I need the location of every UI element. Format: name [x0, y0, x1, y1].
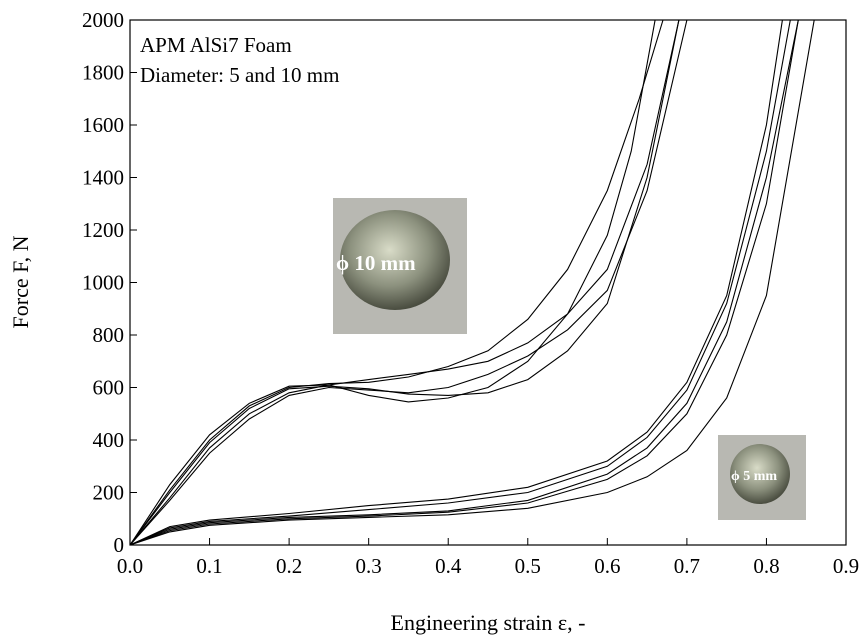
y-tick-label: 1200 — [82, 218, 124, 242]
curve — [129, 19, 688, 546]
curve — [129, 19, 680, 546]
y-axis-label: Force F, N — [8, 235, 33, 328]
curve — [129, 19, 815, 546]
photo-5mm — [718, 435, 806, 520]
y-tick-label: 400 — [93, 428, 125, 452]
curve — [129, 19, 656, 546]
y-tick-label: 800 — [93, 323, 125, 347]
x-tick-label: 0.3 — [356, 554, 382, 578]
annotation: ϕ 5 mm — [731, 469, 777, 484]
x-tick-label: 0.4 — [435, 554, 462, 578]
curve — [129, 19, 664, 546]
y-tick-label: 0 — [114, 533, 125, 557]
x-axis-label: Engineering strain ε, - — [391, 610, 586, 635]
x-tick-label: 0.1 — [196, 554, 222, 578]
y-tick-label: 600 — [93, 376, 125, 400]
curve — [129, 19, 783, 546]
y-tick-label: 200 — [93, 481, 125, 505]
x-tick-label: 0.0 — [117, 554, 143, 578]
y-tick-label: 1400 — [82, 166, 124, 190]
x-tick-label: 0.6 — [594, 554, 620, 578]
x-tick-label: 0.9 — [833, 554, 859, 578]
annotation: Diameter: 5 and 10 mm — [140, 63, 339, 87]
photo-10mm — [333, 198, 467, 334]
x-tick-label: 0.5 — [515, 554, 541, 578]
x-tick-label: 0.8 — [753, 554, 779, 578]
y-tick-label: 1000 — [82, 271, 124, 295]
y-tick-label: 2000 — [82, 8, 124, 32]
curve — [129, 19, 799, 546]
y-tick-label: 1600 — [82, 113, 124, 137]
curve — [129, 19, 799, 546]
curve — [129, 19, 680, 546]
x-tick-label: 0.2 — [276, 554, 302, 578]
annotation: ϕ 10 mm — [336, 251, 416, 275]
x-tick-label: 0.7 — [674, 554, 700, 578]
y-tick-label: 1800 — [82, 61, 124, 85]
curve — [129, 19, 791, 546]
annotation: APM AlSi7 Foam — [140, 33, 292, 57]
